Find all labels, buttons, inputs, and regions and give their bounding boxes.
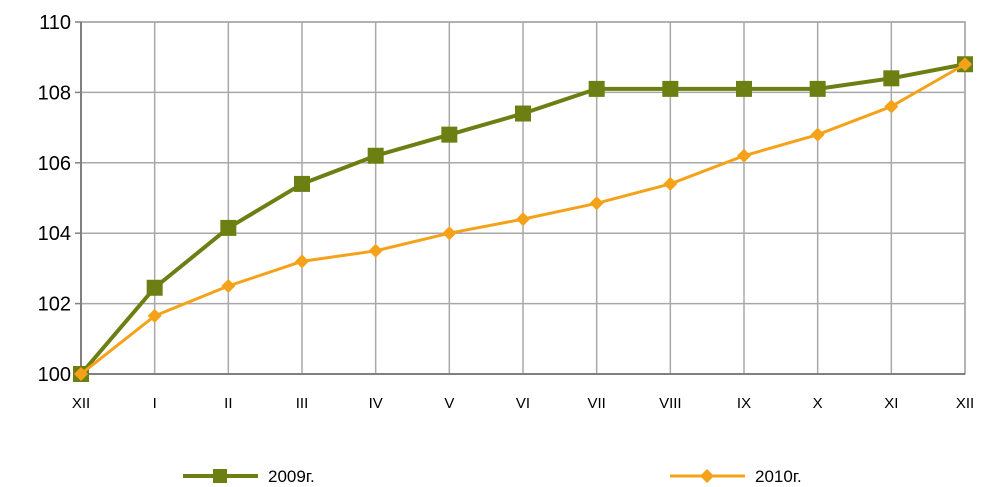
data-point-diamond (589, 196, 604, 211)
legend-item-2009: 2009г. (183, 467, 315, 486)
x-tick-label: X (813, 395, 823, 412)
data-point-square (294, 175, 310, 192)
x-tick-label: XII (72, 395, 90, 412)
data-point-diamond (147, 308, 162, 323)
data-point-diamond (221, 279, 236, 293)
legend-marker-square (213, 469, 227, 483)
data-point-square (515, 105, 531, 122)
data-point-diamond (810, 127, 825, 142)
data-point-diamond (884, 99, 899, 114)
data-point-diamond (442, 226, 457, 241)
x-tick-label: V (444, 395, 454, 412)
series-0 (73, 56, 973, 382)
y-tick-label: 108 (38, 82, 71, 104)
data-point-diamond (516, 212, 530, 227)
y-tick-label: 104 (38, 223, 71, 245)
x-tick-label: VI (516, 395, 530, 412)
legend-item-2010: 2010г. (670, 467, 802, 486)
data-point-diamond (74, 367, 88, 381)
legend: 2009г. 2010г. (183, 467, 802, 486)
legend-label-2010: 2010г. (755, 467, 802, 486)
x-tick-label: I (153, 395, 157, 412)
data-point-diamond (663, 176, 678, 191)
y-axis-tick-labels: 100 102 104 106 108 110 (38, 12, 71, 386)
data-point-square (662, 80, 679, 97)
x-tick-label: VIII (659, 395, 682, 412)
data-point-diamond (737, 148, 751, 163)
data-point-square (809, 80, 826, 97)
x-tick-label: IV (369, 395, 383, 412)
y-tick-label: 106 (38, 153, 71, 175)
y-tick-label: 100 (38, 364, 71, 386)
data-point-diamond (368, 243, 383, 258)
legend-label-2009: 2009г. (268, 467, 315, 486)
y-tick-label: 102 (38, 294, 71, 316)
x-tick-label: II (224, 395, 232, 412)
grid-lines (75, 21, 966, 375)
x-axis-tick-labels: XII I II III IV V VI VII VIII IX X XI XII (72, 395, 974, 412)
x-tick-label: VII (587, 395, 605, 412)
data-point-diamond (295, 254, 309, 269)
x-tick-label: XI (884, 395, 898, 412)
y-tick-label: 110 (39, 12, 71, 34)
data-point-square (588, 80, 605, 97)
x-tick-label: IX (737, 395, 751, 412)
series-layer (73, 56, 973, 382)
data-point-square (220, 219, 237, 236)
data-point-square (146, 279, 163, 296)
x-tick-label: III (296, 395, 309, 412)
data-point-square (883, 70, 900, 87)
series-1 (74, 57, 972, 381)
data-point-square (736, 80, 752, 97)
data-point-diamond (958, 57, 972, 72)
legend-marker-diamond (700, 469, 714, 483)
x-tick-label: XII (956, 395, 974, 412)
data-point-square (367, 147, 384, 164)
data-point-square (441, 126, 458, 143)
